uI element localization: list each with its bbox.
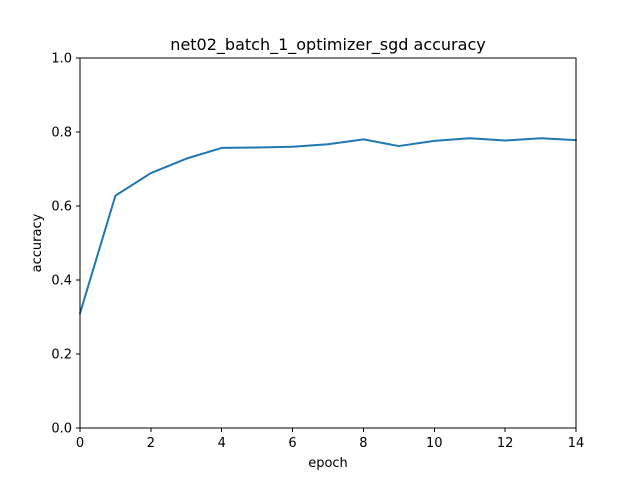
- x-tick-label: 6: [288, 436, 296, 451]
- y-tick-label: 0.0: [51, 422, 72, 437]
- data-point: [540, 137, 542, 139]
- data-point: [292, 146, 294, 148]
- data-point: [327, 143, 329, 145]
- data-point: [469, 137, 471, 139]
- plot-frame: [79, 57, 577, 429]
- chart-title: net02_batch_1_optimizer_sgd accuracy: [170, 35, 485, 55]
- y-axis-label: accuracy: [30, 213, 45, 272]
- x-tick-label: 4: [218, 436, 226, 451]
- y-tick-label: 1.0: [51, 52, 72, 67]
- y-tick-label: 0.4: [51, 274, 72, 289]
- data-point: [150, 172, 152, 174]
- data-point: [504, 140, 506, 142]
- y-tick-label: 0.8: [51, 126, 72, 141]
- x-tick-label: 12: [497, 436, 514, 451]
- x-axis-ticks: 0 2 4 6 8 10 12 14: [76, 428, 584, 451]
- x-tick-label: 14: [568, 436, 585, 451]
- y-tick-label: 0.2: [51, 348, 72, 363]
- x-tick-label: 0: [76, 436, 84, 451]
- x-tick-label: 10: [426, 436, 443, 451]
- data-point: [114, 195, 116, 197]
- data-point: [185, 158, 187, 160]
- accuracy-series-line: [79, 137, 577, 315]
- x-axis-label: epoch: [308, 456, 348, 471]
- x-tick-label: 2: [147, 436, 155, 451]
- data-point: [433, 140, 435, 142]
- y-tick-label: 0.6: [51, 200, 72, 215]
- data-point: [362, 138, 364, 140]
- series-points: [79, 137, 577, 314]
- y-axis-ticks: 0.0 0.2 0.4 0.6 0.8 1.0: [51, 52, 80, 437]
- data-point: [256, 147, 258, 149]
- data-point: [221, 147, 223, 149]
- x-tick-label: 8: [359, 436, 367, 451]
- data-point: [398, 145, 400, 147]
